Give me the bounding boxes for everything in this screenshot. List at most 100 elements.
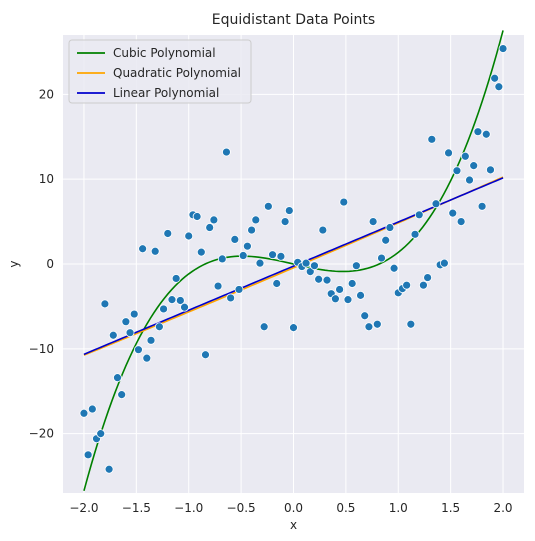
scatter-point [335, 285, 345, 294]
linear-polynomial-line [83, 177, 504, 356]
x-tick-label: 0.5 [336, 501, 355, 515]
scatter-point [439, 258, 449, 268]
scatter-point [351, 261, 361, 271]
scatter-point [486, 165, 495, 175]
scatter-point [226, 293, 236, 303]
scatter-point [289, 323, 298, 333]
scatter-point [452, 166, 462, 176]
scatter-point [318, 225, 328, 235]
scatter-point [448, 208, 458, 218]
scatter-point [159, 304, 168, 314]
scatter-point [192, 212, 202, 221]
scatter-point [490, 73, 500, 83]
scatter-point [213, 281, 223, 291]
scatter-point [163, 229, 173, 238]
y-tick-label: −20 [29, 427, 54, 441]
scatter-point [268, 250, 277, 260]
scatter-point [104, 464, 114, 474]
scatter-point [381, 235, 391, 245]
scatter-point [460, 151, 470, 161]
x-tick-label: 2.0 [493, 501, 512, 515]
scatter-point [389, 263, 399, 273]
scatter-point [146, 335, 156, 345]
scatter-point [347, 279, 357, 288]
x-tick-label: −0.5 [227, 501, 256, 515]
scatter-point [360, 311, 370, 321]
legend-label: Quadratic Polynomial [113, 66, 241, 80]
scatter-point [377, 253, 386, 263]
y-axis-title: y [7, 260, 21, 267]
scatter-point [251, 215, 261, 225]
scatter-point [87, 404, 97, 414]
x-tick-label: −1.5 [122, 501, 151, 515]
scatter-point [280, 217, 290, 226]
y-tick-labels: −20 −10 0 10 20 [29, 87, 54, 440]
scatter-point [255, 258, 265, 268]
y-tick-label: −10 [29, 342, 54, 356]
x-tick-label: 1.5 [441, 501, 460, 515]
scatter-point [138, 244, 148, 254]
scatter-point [205, 223, 215, 232]
scatter-point [121, 317, 131, 327]
legend: Cubic Polynomial Quadratic Polynomial Line… [68, 39, 252, 104]
scatter-point [385, 223, 395, 232]
scatter-point [230, 235, 240, 244]
scatter-point [129, 309, 139, 319]
scatter-point [356, 290, 365, 300]
x-tick-label: −2.0 [69, 501, 98, 515]
scatter-point [222, 147, 231, 157]
x-tick-labels: −2.0 −1.5 −1.0 −0.5 0.0 0.5 1.0 1.5 2.0 [69, 501, 512, 515]
scatter-point [368, 217, 378, 226]
scatter-point [201, 350, 210, 360]
scatter-point [259, 322, 269, 332]
scatter-point [364, 322, 374, 332]
scatter-point [343, 295, 353, 305]
scatter-point [242, 241, 252, 251]
scatter-point [431, 199, 441, 209]
scatter-point [263, 201, 273, 211]
scatter-point [473, 127, 483, 137]
scatter-point [180, 302, 189, 312]
scatter-point [481, 129, 491, 139]
scatter-point [184, 231, 194, 241]
scatter-point [108, 330, 118, 340]
scatter-point [154, 322, 164, 332]
scatter-point [469, 161, 479, 171]
y-tick-label: 10 [39, 172, 54, 186]
scatter-point [209, 215, 219, 225]
scatter-point [402, 280, 412, 290]
scatter-point [423, 273, 433, 282]
x-axis-title: x [290, 518, 297, 532]
x-tick-label: 0.0 [284, 501, 303, 515]
scatter-point [196, 247, 206, 257]
x-tick-label: 1.0 [389, 501, 408, 515]
legend-label: Linear Polynomial [113, 86, 219, 100]
scatter-point [406, 319, 416, 329]
scatter-points [79, 44, 508, 474]
scatter-point [96, 429, 106, 439]
scatter-point [125, 328, 135, 338]
scatter-point [142, 353, 152, 363]
scatter-point [414, 210, 424, 220]
scatter-point [284, 206, 294, 215]
scatter-point [456, 217, 466, 226]
scatter-point [272, 279, 282, 288]
scatter-point [83, 450, 93, 460]
scatter-point [117, 390, 127, 400]
chart-title: Equidistant Data Points [212, 12, 375, 28]
y-tick-label: 20 [39, 87, 54, 101]
series-lines [83, 30, 504, 492]
scatter-point [171, 274, 181, 283]
legend-label: Cubic Polynomial [113, 46, 216, 60]
scatter-point [339, 197, 349, 207]
scatter-point [276, 251, 286, 261]
scatter-point [150, 246, 160, 256]
x-tick-label: −1.0 [174, 501, 203, 515]
scatter-point [427, 134, 437, 144]
scatter-point [314, 274, 324, 284]
scatter-point [465, 175, 474, 185]
scatter-point [175, 296, 185, 305]
scatter-point [444, 148, 453, 158]
scatter-point [372, 319, 382, 329]
